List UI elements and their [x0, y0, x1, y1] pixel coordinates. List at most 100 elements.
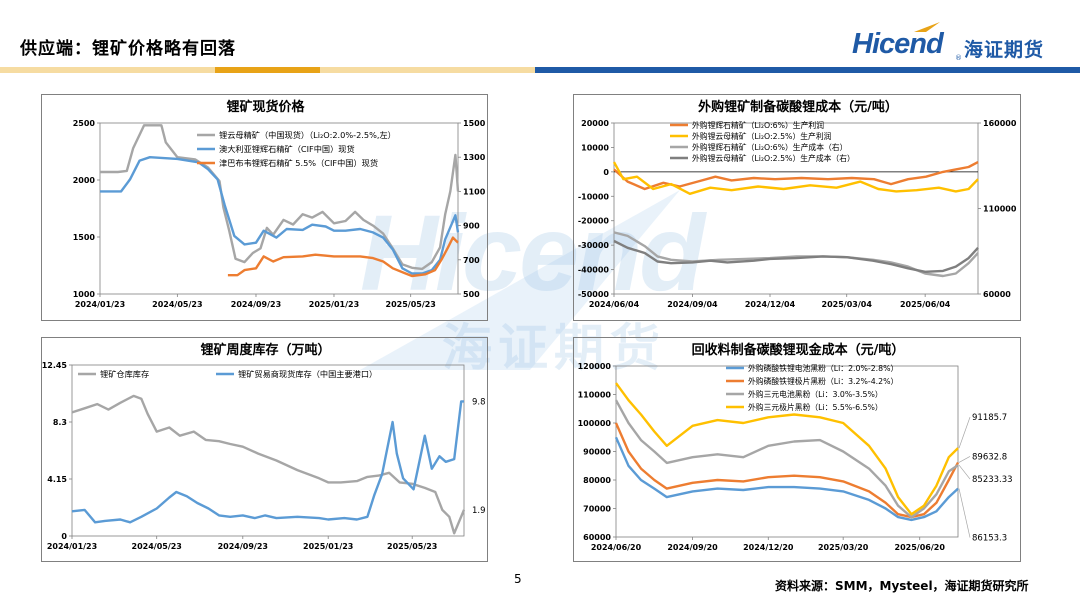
plot-frame	[99, 122, 459, 295]
x-tick-label: 2025/05/23	[386, 300, 436, 309]
y-left-tick-label: -30000	[578, 241, 610, 250]
series-line-2	[100, 156, 460, 275]
x-tick-label: 2024/05/23	[132, 542, 182, 551]
end-value-leader-1	[958, 417, 971, 449]
header-bar-gold	[215, 67, 320, 73]
end-value-leader-3	[958, 464, 971, 480]
chart-inventory-svg: 锂矿周度库存（万吨） 0 4.15 8.3 12.45 2024/01/23 2024/05…	[42, 342, 486, 551]
chart-outsourced-cost-svg: 外购锂矿制备碳酸锂成本（元/吨） -50000 -40000 -30000 -20000…	[578, 99, 1017, 309]
legend-label-2: 锂矿贸易商现货库存（中国主要港口）	[238, 369, 377, 379]
y-left-tick-label: 0	[61, 532, 67, 541]
series-line-2	[614, 422, 960, 519]
chart-inventory: 锂矿周度库存（万吨） 0 4.15 8.3 12.45 2024/01/23 2024/05…	[41, 337, 488, 562]
end-value-label-3: 85233.33	[972, 475, 1013, 485]
legend-label-1: 外购磷酸铁锂电池黑粉（Li：2.0%-2.8%）	[748, 363, 898, 373]
x-tick-label: 2025/06/04	[900, 300, 951, 309]
x-tick-label: 2024/12/20	[743, 543, 794, 552]
x-tick-label: 2024/06/20	[591, 543, 642, 552]
y-right-tick-label: 1500	[463, 119, 486, 128]
y-left-tick-label: 0	[603, 168, 609, 177]
logo-chinese-name: 海证期货	[964, 39, 1045, 61]
x-tick-label: 2024/06/04	[589, 300, 640, 309]
header-bar-light	[0, 67, 215, 73]
series-line-3	[227, 236, 459, 278]
header-bar-light-2	[320, 67, 535, 73]
y-left-tick-label: 1000	[73, 290, 96, 299]
y-left-tick-label: 110000	[578, 391, 612, 400]
chart-spot-price-svg: 锂矿现货价格 1000 1500 2000 2500 500 700 900 1100 1300 1…	[73, 99, 486, 309]
legend-label-2: 外购磷酸铁锂极片黑粉（Li：3.2%-4.2%）	[748, 376, 898, 386]
end-value-label-2: 89632.8	[972, 452, 1007, 462]
y-left-tick-label: 20000	[581, 119, 609, 128]
end-value-leader-4	[958, 488, 971, 538]
x-tick-label: 2025/01/23	[303, 542, 353, 551]
end-value-label-1: 9.8	[472, 397, 486, 407]
y-left-tick-label: -10000	[578, 192, 610, 201]
logo-registered-mark: ®	[955, 54, 962, 62]
y-left-tick-label: 12.45	[42, 361, 68, 370]
legend-label-2: 外购锂云母精矿（Li₂O:2.5%）生产利润	[692, 131, 832, 141]
legend-label-4: 外购锂云母精矿（Li₂O:2.5%）生产成本（右）	[692, 153, 855, 163]
legend-label-3: 外购锂辉石精矿（Li₂O:6%）生产成本（右）	[692, 142, 847, 152]
y-left-tick-label: -20000	[578, 217, 610, 226]
y-left-tick-label: -50000	[578, 290, 610, 299]
x-tick-label: 2025/03/04	[822, 300, 873, 309]
header-bar	[0, 67, 1080, 73]
y-right-tick-label: 60000	[983, 290, 1011, 299]
chart-title: 外购锂矿制备碳酸锂成本（元/吨）	[697, 99, 898, 115]
y-right-tick-label: 700	[463, 256, 480, 265]
y-left-tick-label: 1500	[73, 233, 96, 242]
y-left-tick-label: 10000	[581, 143, 609, 152]
end-value-label-4: 86153.3	[972, 534, 1007, 544]
chart-title: 锂矿周度库存（万吨）	[200, 342, 330, 358]
x-tick-label: 2024/09/20	[667, 543, 718, 552]
y-left-tick-label: 60000	[583, 533, 611, 542]
y-left-tick-label: 80000	[583, 476, 611, 485]
logo-swoosh-icon	[914, 22, 940, 32]
y-left-tick-label: 120000	[578, 362, 612, 371]
x-tick-label: 2024/12/04	[745, 300, 796, 309]
x-tick-label: 2025/05/23	[387, 542, 437, 551]
source-note: 资料来源：SMM，Mysteel，海证期货研究所	[775, 579, 1029, 593]
page-title: 供应端：锂矿价格略有回落	[20, 39, 236, 59]
header-bar-blue	[535, 67, 1080, 73]
y-right-tick-label: 500	[463, 290, 480, 299]
x-tick-label: 2024/09/04	[667, 300, 718, 309]
series-line-1	[614, 436, 959, 522]
y-right-tick-label: 1100	[463, 187, 486, 196]
x-tick-label: 2025/06/20	[895, 543, 946, 552]
page-number: 5	[514, 572, 522, 586]
legend-label-2: 澳大利亚锂辉石精矿（CIF中国）现货	[219, 144, 355, 154]
chart-title: 回收料制备碳酸锂现金成本（元/吨）	[692, 342, 905, 358]
y-right-tick-label: 900	[463, 222, 480, 231]
series-line-1	[100, 124, 460, 271]
y-left-tick-label: 8.3	[53, 418, 67, 427]
brand-logo: Hicend ® 海证期货	[852, 22, 1067, 66]
legend-label-3: 外购三元电池黑粉（Li：3.0%-3.5%）	[748, 389, 883, 399]
x-tick-label: 2024/09/23	[231, 300, 281, 309]
end-value-leader-2	[958, 456, 971, 463]
series-line-2	[612, 161, 979, 195]
chart-outsourced-cost: 外购锂矿制备碳酸锂成本（元/吨） -50000 -40000 -30000 -20000…	[573, 94, 1021, 321]
y-left-tick-label: -40000	[578, 266, 610, 275]
y-right-tick-label: 1300	[463, 153, 486, 162]
chart-recycling-cost: 回收料制备碳酸锂现金成本（元/吨） 60000 70000 80000 90000 100…	[573, 337, 1021, 562]
y-left-tick-label: 2500	[73, 119, 96, 128]
legend-label-4: 外购三元极片黑粉（Li：5.5%-6.5%）	[748, 402, 883, 412]
end-value-label-1: 91185.7	[972, 413, 1007, 423]
logo-wordmark: Hicend	[852, 28, 944, 60]
series-line-1	[71, 394, 466, 535]
y-left-tick-label: 100000	[578, 419, 612, 428]
legend-label-1: 外购锂辉石精矿（Li₂O:6%）生产利润	[692, 120, 824, 130]
series-line-4	[613, 239, 979, 273]
y-left-tick-label: 90000	[583, 448, 611, 457]
x-tick-label: 2024/01/23	[75, 300, 125, 309]
series-line-4	[615, 382, 959, 516]
plot-frame	[71, 364, 465, 537]
x-tick-label: 2025/01/23	[309, 300, 359, 309]
chart-recycling-cost-svg: 回收料制备碳酸锂现金成本（元/吨） 60000 70000 80000 90000 100…	[578, 342, 1013, 552]
end-value-label-2: 1.9	[472, 506, 486, 516]
x-tick-label: 2024/09/23	[218, 542, 268, 551]
x-tick-label: 2024/05/23	[152, 300, 202, 309]
x-tick-label: 2025/03/20	[818, 543, 869, 552]
